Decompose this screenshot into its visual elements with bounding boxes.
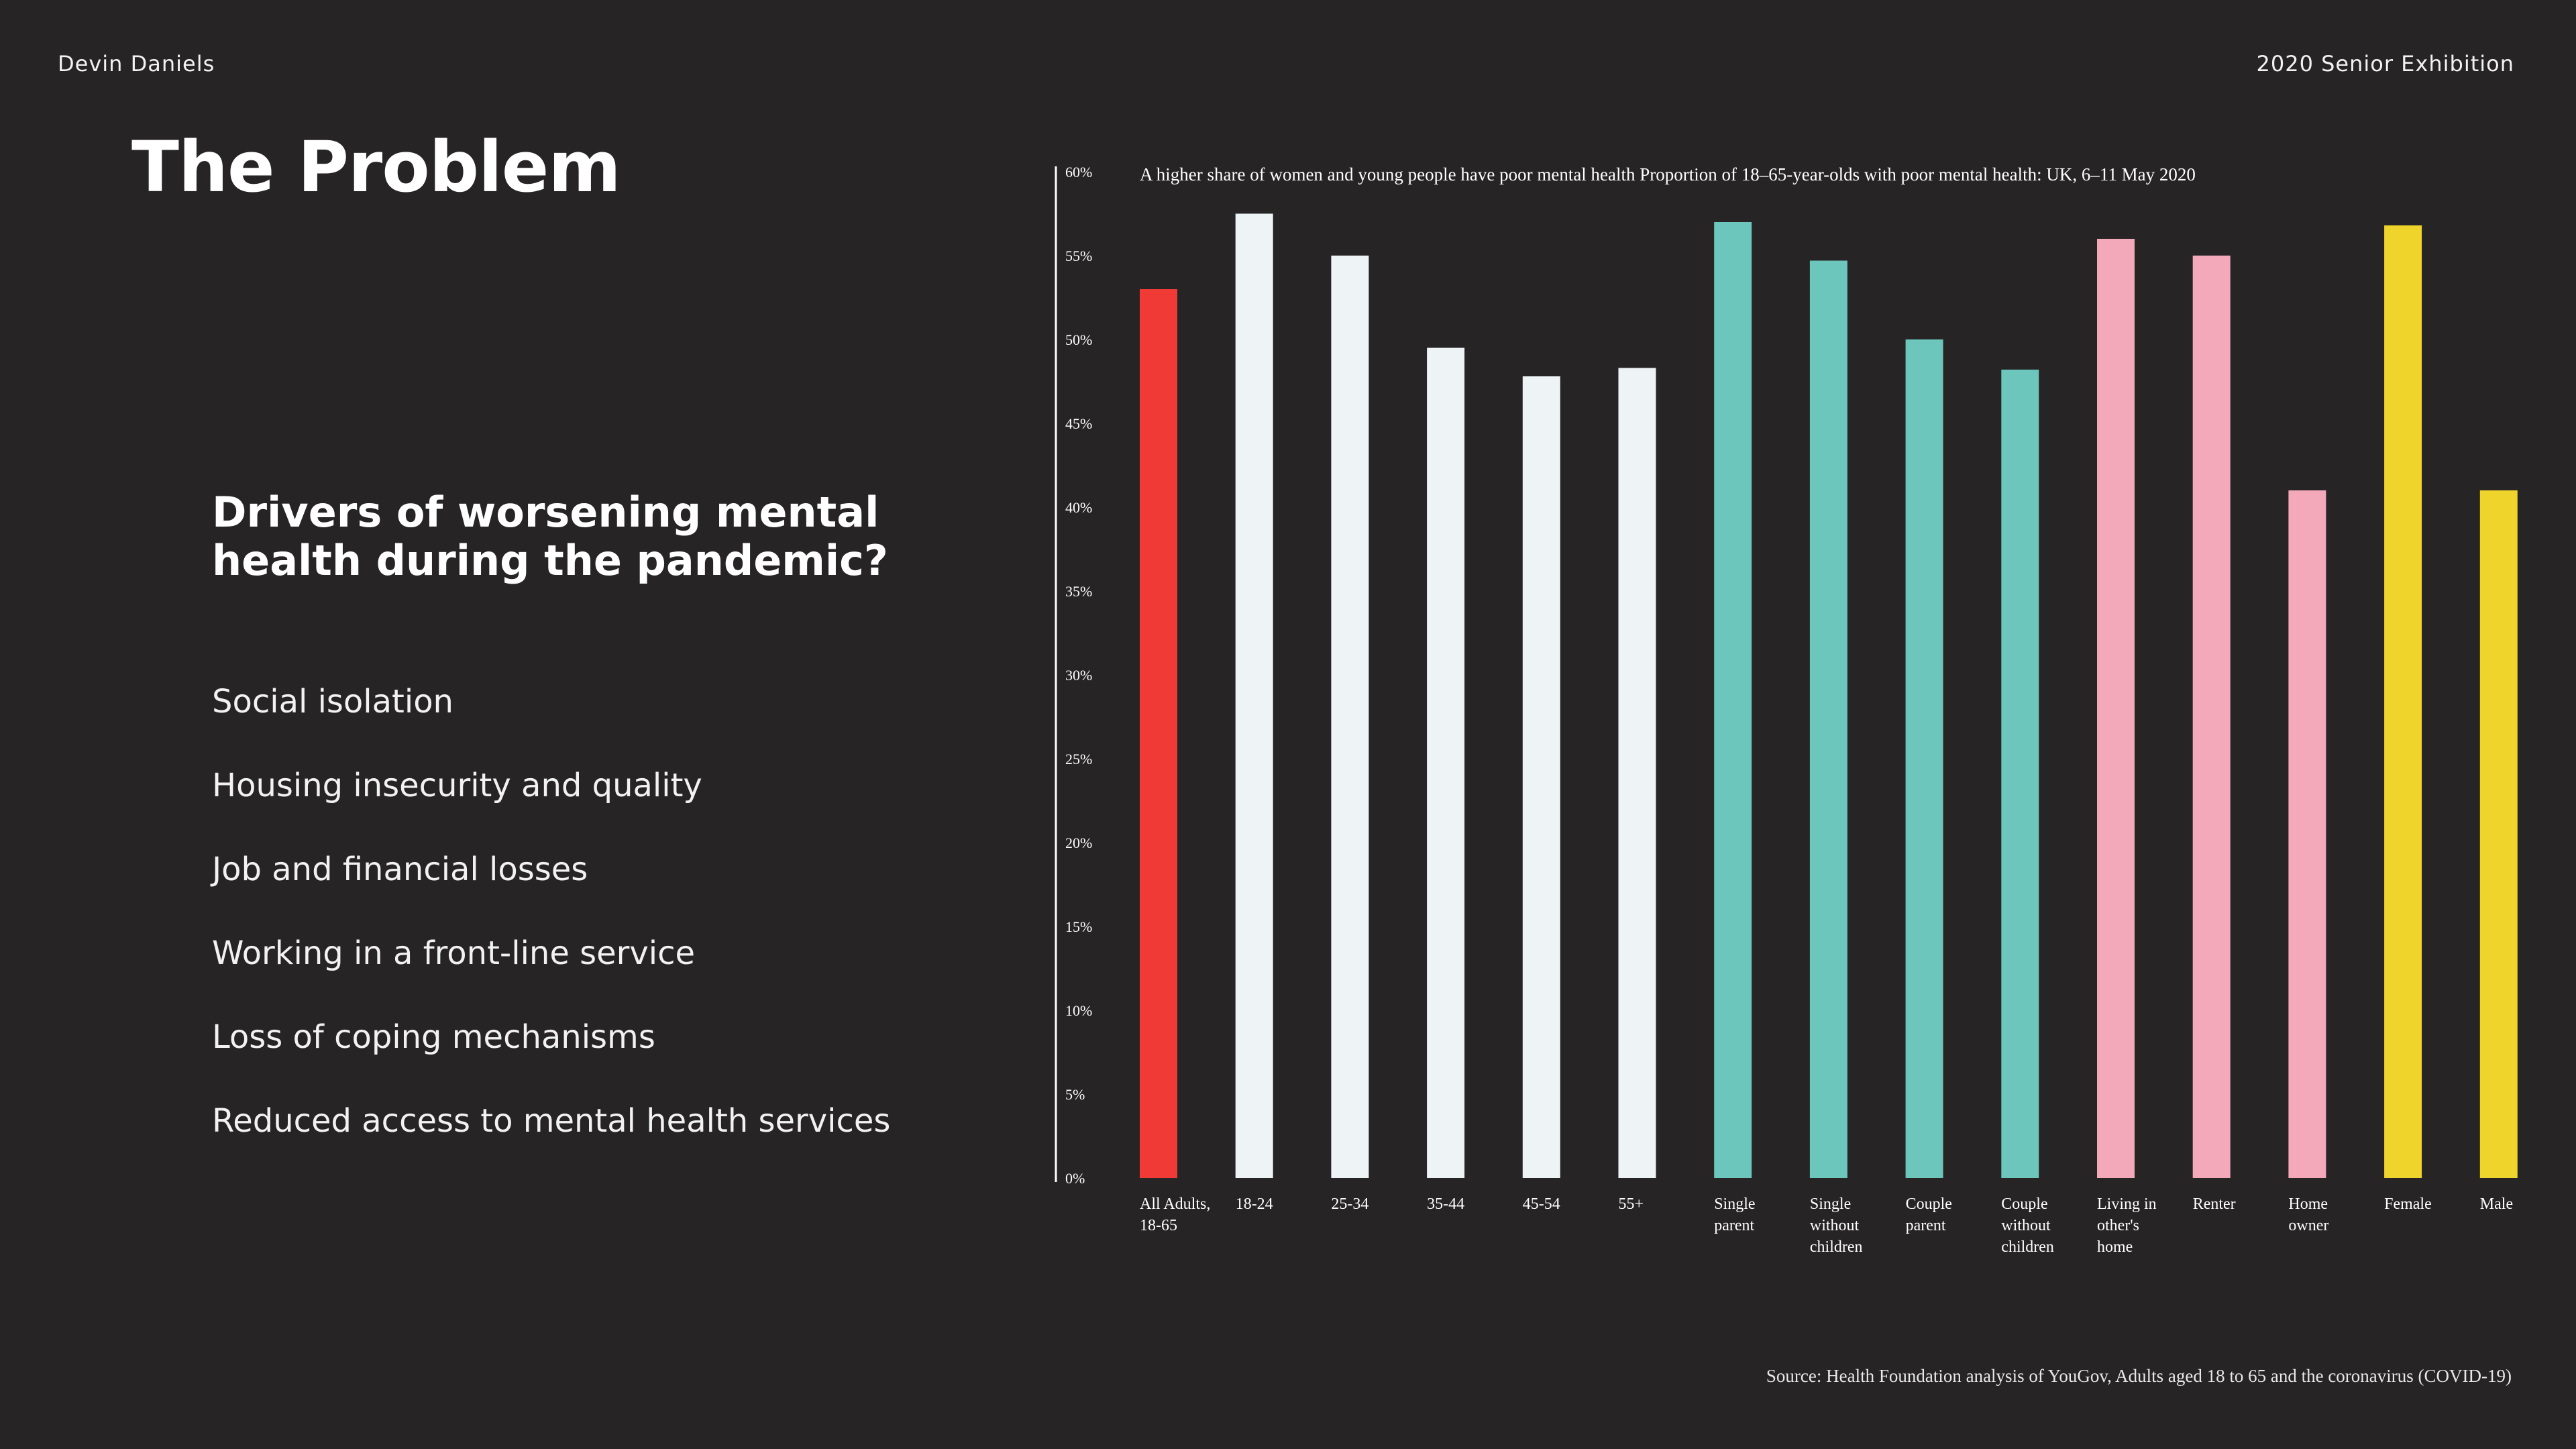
x-tick-label: 45-54 xyxy=(1523,1195,1560,1213)
driver-item: Working in a front-line service xyxy=(212,934,696,972)
author-name: Devin Daniels xyxy=(58,51,215,76)
chart-title: A higher share of women and young people… xyxy=(1140,164,2196,184)
x-tick-label: without xyxy=(1810,1217,1860,1234)
x-tick-label: Male xyxy=(2480,1195,2513,1213)
y-tick-label: 40% xyxy=(1065,499,1092,516)
x-tick-label: Single xyxy=(1810,1195,1851,1213)
x-tick-label: owner xyxy=(2288,1217,2328,1234)
y-tick-label: 50% xyxy=(1065,331,1092,348)
bar xyxy=(1235,213,1273,1178)
x-tick-label: without xyxy=(2001,1217,2051,1234)
x-tick-label: children xyxy=(1810,1238,1863,1256)
bar xyxy=(1140,289,1177,1178)
y-tick-label: 35% xyxy=(1065,583,1092,600)
x-tick-label: other's xyxy=(2097,1217,2139,1234)
x-tick-label: 25-34 xyxy=(1331,1195,1368,1213)
driver-item: Social isolation xyxy=(212,683,453,720)
y-tick-label: 15% xyxy=(1065,918,1092,935)
x-tick-label: Female xyxy=(2384,1195,2432,1213)
bar xyxy=(1331,256,1369,1178)
x-tick-label: Renter xyxy=(2193,1195,2236,1213)
y-tick-label: 55% xyxy=(1065,248,1092,264)
y-tick-label: 25% xyxy=(1065,751,1092,767)
source-note: Source: Health Foundation analysis of Yo… xyxy=(1766,1366,2512,1386)
exhibition-label: 2020 Senior Exhibition xyxy=(2256,51,2514,76)
bar xyxy=(2384,225,2422,1178)
bar xyxy=(1809,260,1847,1178)
x-tick-label: Single xyxy=(1714,1195,1755,1213)
bar xyxy=(2479,490,2518,1178)
x-tick-label: Living in xyxy=(2097,1195,2157,1213)
y-tick-label: 45% xyxy=(1065,415,1092,432)
y-tick-label: 5% xyxy=(1065,1086,1085,1103)
x-tick-label: 18-24 xyxy=(1236,1195,1273,1213)
drivers-heading: Drivers of worsening mental health durin… xyxy=(212,488,888,585)
x-tick-label: Couple xyxy=(1906,1195,1952,1213)
y-tick-label: 60% xyxy=(1065,164,1092,180)
x-tick-label: Couple xyxy=(2001,1195,2047,1213)
page-title: The Problem xyxy=(131,126,621,208)
bar xyxy=(1905,339,1943,1178)
bar xyxy=(2288,490,2326,1178)
driver-item: Reduced access to mental health services xyxy=(212,1102,891,1140)
y-tick-label: 0% xyxy=(1065,1170,1085,1187)
x-tick-label: children xyxy=(2001,1238,2054,1256)
bar xyxy=(1714,222,1752,1178)
x-tick-label: parent xyxy=(1714,1217,1754,1234)
driver-item: Housing insecurity and quality xyxy=(212,767,702,804)
bar xyxy=(1522,376,1560,1178)
x-tick-label: All Adults, xyxy=(1140,1195,1210,1213)
drivers-list: Social isolation Housing insecurity and … xyxy=(212,682,890,1185)
x-tick-label: home xyxy=(2097,1238,2133,1256)
x-tick-label: 55+ xyxy=(1619,1195,1644,1213)
bar xyxy=(1618,368,1656,1178)
driver-item: Loss of coping mechanisms xyxy=(212,1018,655,1056)
y-tick-label: 20% xyxy=(1065,835,1092,851)
x-tick-label: 35-44 xyxy=(1427,1195,1464,1213)
driver-item: Job and financial losses xyxy=(212,851,588,888)
bar xyxy=(2001,370,2039,1178)
bar xyxy=(2097,239,2135,1178)
x-tick-label: Home xyxy=(2288,1195,2328,1213)
x-tick-label: 18-65 xyxy=(1140,1217,1177,1234)
x-tick-label: parent xyxy=(1906,1217,1946,1234)
y-tick-label: 30% xyxy=(1065,667,1092,684)
y-tick-label: 10% xyxy=(1065,1002,1092,1019)
bar xyxy=(2192,256,2231,1178)
bar xyxy=(1427,347,1465,1178)
